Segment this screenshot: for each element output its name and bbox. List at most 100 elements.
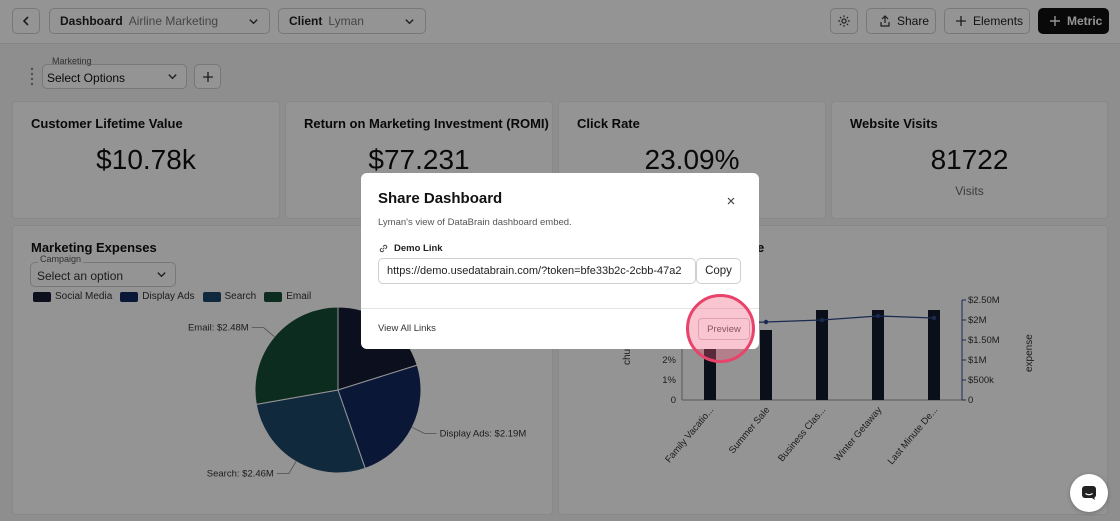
bar-line-chart: 01%2%3%0$500k$1M$1.50M$2M$2.50Mchurnexpe… (622, 290, 1035, 467)
gear-icon (838, 15, 850, 27)
legend-swatch (202, 291, 221, 302)
pie-label-line (411, 426, 437, 434)
pie-legend: Social Media Display Ads Search Email (33, 291, 311, 302)
chevron-down-icon (249, 19, 258, 25)
kpi-value: 81722 (930, 144, 1009, 175)
bar[interactable] (760, 330, 772, 400)
legend-item[interactable]: Display Ads (120, 291, 195, 302)
kpi-card-clv: Customer Lifetime Value $10.78k (12, 101, 280, 219)
pie-data-label: Display Ads: $2.19M (440, 429, 527, 440)
chat-icon (1082, 486, 1096, 500)
share-button[interactable]: Share (866, 8, 936, 34)
y2-tick-label: $2.50M (968, 295, 1000, 306)
legend-label: Display Ads (142, 291, 195, 302)
plus-icon (1050, 16, 1060, 26)
drag-handle-icon[interactable] (28, 66, 36, 86)
kpi-subtitle: Visits (955, 184, 984, 198)
link-icon (379, 244, 388, 253)
pie-slice[interactable] (337, 364, 422, 470)
chart-title-fragment: e (757, 240, 765, 255)
y2-tick-label: $1.50M (968, 335, 1000, 346)
legend-swatch (120, 291, 139, 302)
legend-item[interactable]: Email (264, 291, 311, 302)
pie-label-line (251, 327, 275, 337)
top-bar: Dashboard Airline Marketing Client Lyman… (0, 0, 1120, 44)
demo-link-heading: Demo Link (378, 243, 443, 254)
plus-icon (956, 16, 966, 26)
y-tick-label: 0 (671, 395, 676, 406)
y2-axis-label: expense (1024, 334, 1035, 372)
share-label: Share (897, 14, 930, 28)
chevron-down-icon (405, 19, 414, 25)
line-point[interactable] (875, 313, 881, 319)
kpi-title: Return on Marketing Investment (ROMI) (304, 116, 549, 131)
client-select-value: Lyman (328, 14, 364, 28)
dashboard-select-value: Airline Marketing (128, 14, 219, 28)
share-icon (880, 15, 890, 27)
chevron-down-icon (168, 74, 177, 80)
demo-link-input[interactable] (378, 258, 696, 284)
y2-tick-label: $2M (968, 315, 987, 326)
kpi-card-website-visits: Website Visits 81722 Visits (831, 101, 1108, 219)
legend-label: Social Media (55, 291, 113, 302)
y2-tick-label: $500k (968, 375, 994, 386)
y-tick-label: 2% (662, 355, 676, 366)
bar[interactable] (872, 310, 884, 400)
y-axis-label: churn (622, 340, 633, 365)
add-filter-button[interactable] (194, 64, 221, 89)
copy-button[interactable]: Copy (696, 258, 741, 284)
legend-swatch (33, 291, 51, 302)
line-point[interactable] (931, 315, 937, 321)
modal-title: Share Dashboard (378, 190, 503, 207)
kpi-title: Customer Lifetime Value (31, 116, 183, 131)
marketing-filter-value: Select Options (47, 71, 126, 85)
elements-label: Elements (973, 14, 1024, 28)
view-all-links-button[interactable]: View All Links (378, 323, 436, 334)
chevron-left-icon (22, 16, 29, 26)
legend-item[interactable]: Search (202, 291, 257, 302)
kpi-title: Website Visits (850, 116, 938, 131)
share-dashboard-modal: Share Dashboard Lyman's view of DataBrai… (361, 173, 759, 349)
back-button[interactable] (12, 8, 40, 34)
kpi-value: 23.09% (644, 144, 740, 175)
metric-button[interactable]: Metric (1038, 8, 1109, 34)
dashboard-select-key: Dashboard (60, 14, 123, 28)
client-select[interactable]: Client Lyman (278, 8, 426, 34)
click-highlight (686, 294, 755, 363)
marketing-filter-label: Marketing (52, 56, 92, 66)
metric-label: Metric (1067, 14, 1103, 28)
line-point[interactable] (763, 319, 769, 325)
bar[interactable] (816, 310, 828, 400)
marketing-filter-select[interactable]: Select Options (42, 64, 187, 89)
chevron-down-icon (157, 272, 166, 278)
chat-widget-button[interactable] (1070, 474, 1108, 512)
chart-title: Marketing Expenses (31, 240, 157, 255)
legend-swatch (264, 291, 283, 302)
pie-data-label: Search: $2.46M (207, 469, 274, 480)
kpi-value: $77.231 (368, 144, 470, 175)
campaign-select[interactable]: Select an option (30, 262, 176, 287)
modal-divider (361, 308, 759, 309)
plus-icon (202, 71, 213, 82)
elements-button[interactable]: Elements (944, 8, 1030, 34)
pie-slice[interactable] (255, 389, 366, 474)
legend-item[interactable]: Social Media (33, 291, 112, 302)
close-icon[interactable] (723, 193, 739, 209)
bar[interactable] (928, 310, 940, 400)
pie-label-line (276, 461, 297, 475)
legend-label: Search (224, 291, 257, 302)
y2-tick-label: 0 (968, 395, 973, 406)
dashboard-select[interactable]: Dashboard Airline Marketing (49, 8, 270, 34)
campaign-select-label: Campaign (38, 254, 84, 264)
kpi-title: Click Rate (577, 116, 640, 131)
kpi-value: $10.78k (96, 144, 196, 175)
y-tick-label: 1% (662, 375, 676, 386)
demo-link-label: Demo Link (394, 243, 443, 254)
modal-description: Lyman's view of DataBrain dashboard embe… (378, 217, 572, 228)
y2-tick-label: $1M (968, 355, 987, 366)
line-point[interactable] (819, 317, 825, 323)
client-select-key: Client (289, 14, 323, 28)
legend-label: Email (286, 291, 312, 302)
campaign-select-value: Select an option (37, 269, 124, 283)
settings-button[interactable] (830, 8, 858, 34)
